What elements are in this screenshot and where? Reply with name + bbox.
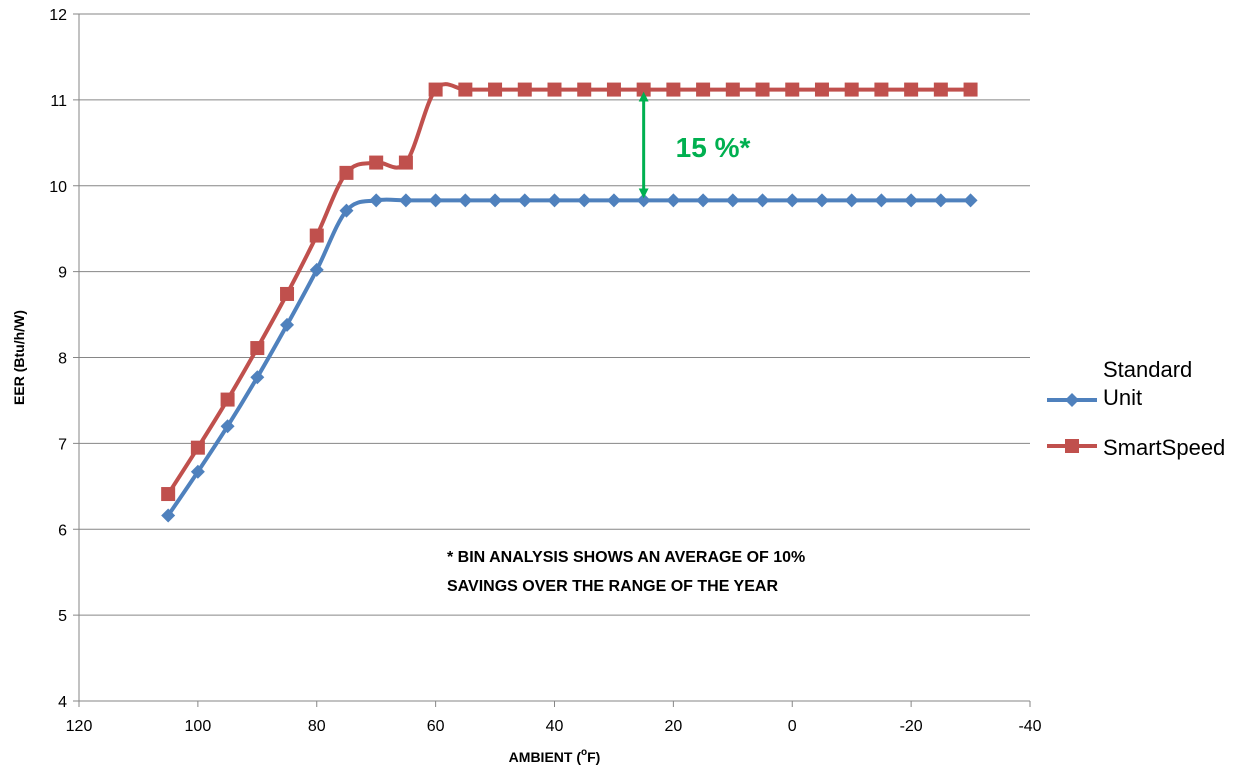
data-point-standard-unit (369, 193, 384, 208)
x-tick-label: 60 (427, 718, 445, 735)
data-point-smartspeed (547, 82, 562, 97)
gridlines (79, 13, 1030, 616)
y-axis-title: EER (Btu/h/W) (11, 310, 27, 405)
data-point-smartspeed (755, 82, 770, 97)
data-point-standard-unit (250, 370, 265, 385)
data-point-smartspeed (220, 392, 235, 407)
data-point-smartspeed (725, 82, 740, 97)
data-point-smartspeed (963, 82, 978, 97)
data-point-smartspeed (636, 82, 651, 97)
legend-marker-standard-unit (1065, 393, 1079, 407)
series-smartspeed (161, 82, 978, 502)
series-standard-unit (161, 193, 978, 523)
data-point-standard-unit (606, 193, 621, 208)
data-point-standard-unit (577, 193, 592, 208)
x-axis-title: AMBIENT (oF) (509, 747, 601, 765)
x-axis-title-superscript: o (581, 747, 587, 758)
data-point-smartspeed (577, 82, 592, 97)
data-point-smartspeed (933, 82, 948, 97)
data-point-standard-unit (309, 262, 324, 277)
x-tick-label: 40 (546, 718, 564, 735)
x-tick-labels: 120 100 80 60 40 20 0 -20 -40 (66, 718, 1042, 735)
data-point-smartspeed (398, 155, 413, 170)
callout-label: 15 %* (676, 132, 751, 163)
data-point-smartspeed (369, 155, 384, 170)
data-point-smartspeed (458, 82, 473, 97)
x-tick-label: 100 (185, 718, 212, 735)
series-line-standard-unit (166, 197, 971, 517)
x-tick-label: 20 (664, 718, 682, 735)
y-tick-label: 4 (58, 694, 67, 711)
data-point-smartspeed (190, 440, 205, 455)
data-point-smartspeed (488, 82, 503, 97)
data-point-standard-unit (725, 193, 740, 208)
series-layer (161, 82, 978, 523)
data-point-standard-unit (488, 193, 503, 208)
data-point-standard-unit (785, 193, 800, 208)
data-point-smartspeed (696, 82, 711, 97)
data-point-standard-unit (339, 203, 354, 218)
data-point-standard-unit (517, 193, 532, 208)
y-tick-label: 6 (58, 522, 67, 539)
y-tick-label: 12 (49, 7, 67, 24)
data-point-standard-unit (636, 193, 651, 208)
data-point-standard-unit (161, 508, 176, 523)
y-tick-label: 11 (50, 93, 67, 110)
legend-label-smartspeed: SmartSpeed (1103, 435, 1225, 460)
data-point-smartspeed (517, 82, 532, 97)
data-point-standard-unit (458, 193, 473, 208)
data-point-smartspeed (666, 82, 681, 97)
x-tick-label: 80 (308, 718, 326, 735)
data-point-standard-unit (220, 419, 235, 434)
annotation-layer: 15 %* * BIN ANALYSIS SHOWS AN AVERAGE OF… (447, 91, 805, 595)
data-point-smartspeed (814, 82, 829, 97)
data-point-standard-unit (874, 193, 889, 208)
data-point-standard-unit (696, 193, 711, 208)
legend: Standard Unit SmartSpeed (1047, 357, 1225, 460)
y-tick-label: 9 (58, 265, 67, 282)
data-point-smartspeed (339, 165, 354, 180)
data-point-standard-unit (280, 317, 295, 332)
data-point-standard-unit (755, 193, 770, 208)
data-point-standard-unit (428, 193, 443, 208)
y-tick-label: 10 (49, 179, 67, 196)
data-point-smartspeed (428, 82, 443, 97)
data-point-smartspeed (844, 82, 859, 97)
data-point-standard-unit (398, 193, 413, 208)
data-point-standard-unit (844, 193, 859, 208)
x-tick-label: 120 (66, 718, 93, 735)
legend-label-standard-unit: Unit (1103, 385, 1142, 410)
data-point-smartspeed (161, 487, 176, 502)
legend-label-standard-unit: Standard (1103, 357, 1192, 382)
legend-marker-smartspeed (1065, 439, 1079, 453)
data-point-standard-unit (814, 193, 829, 208)
data-point-smartspeed (250, 341, 265, 356)
series-line-smartspeed (166, 82, 971, 496)
data-point-standard-unit (666, 193, 681, 208)
x-axis-title-unit: F) (587, 749, 600, 765)
note-line-1: * BIN ANALYSIS SHOWS AN AVERAGE OF 10% (447, 549, 805, 566)
data-point-standard-unit (547, 193, 562, 208)
data-point-smartspeed (904, 82, 919, 97)
x-tick-label: -20 (900, 718, 923, 735)
note-line-2: SAVINGS OVER THE RANGE OF THE YEAR (447, 578, 778, 595)
data-point-standard-unit (190, 464, 205, 479)
data-point-smartspeed (309, 228, 324, 243)
y-tick-labels: 4 5 6 7 8 9 10 11 12 (49, 7, 67, 711)
y-tick-label: 8 (58, 351, 67, 368)
data-point-smartspeed (280, 286, 295, 301)
x-tick-label: 0 (788, 718, 797, 735)
data-point-smartspeed (606, 82, 621, 97)
data-point-standard-unit (933, 193, 948, 208)
x-axis-title-main: AMBIENT ( (509, 749, 582, 765)
data-point-standard-unit (904, 193, 919, 208)
x-tick-label: -40 (1018, 718, 1041, 735)
y-tick-label: 5 (58, 608, 67, 625)
data-point-standard-unit (963, 193, 978, 208)
data-point-smartspeed (874, 82, 889, 97)
axes (73, 13, 1031, 707)
y-tick-label: 7 (58, 436, 67, 453)
data-point-smartspeed (785, 82, 800, 97)
